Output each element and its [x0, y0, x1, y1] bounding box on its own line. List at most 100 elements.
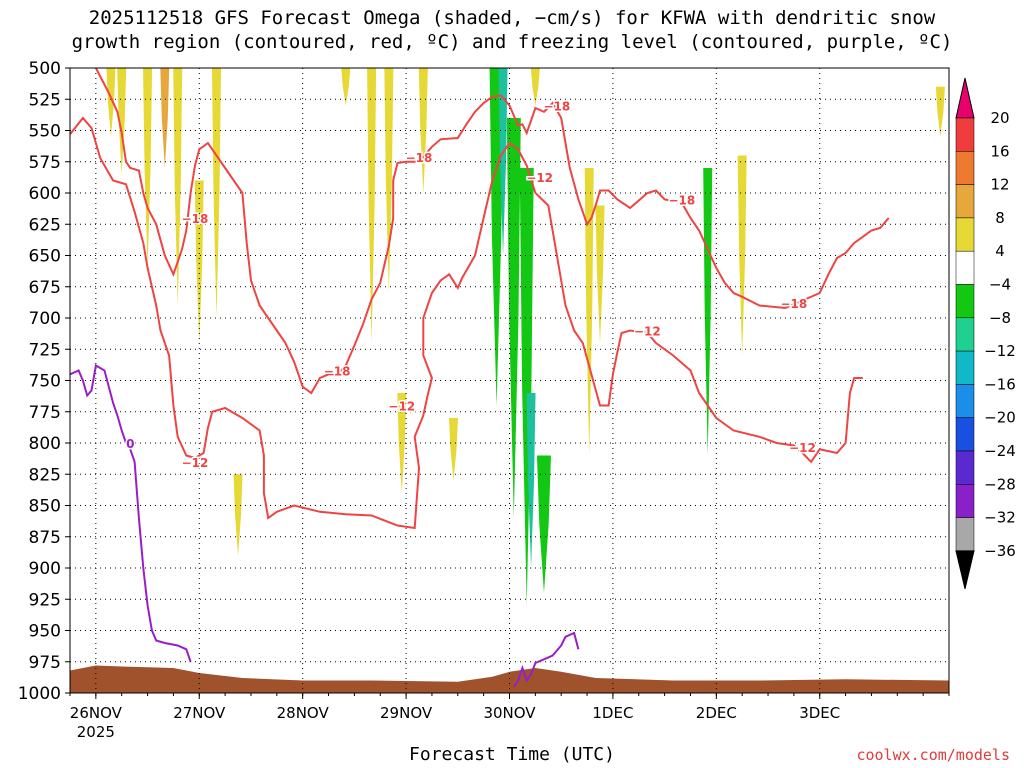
- contour-label-12: 0: [126, 437, 134, 451]
- x-tick-label-26NOV: 26NOV: [70, 704, 123, 722]
- x-axis-title: Forecast Time (UTC): [409, 744, 615, 765]
- colorbar-segment-1: [955, 117, 975, 152]
- omega-region-11: [384, 68, 394, 293]
- omega-region-25: [737, 155, 747, 356]
- x-tick-label-27NOV: 27NOV: [173, 704, 226, 722]
- omega-region-21: [530, 68, 540, 106]
- site-credit[interactable]: coolwx.com/models: [856, 746, 1010, 764]
- colorbar-label-13: −32: [984, 509, 1016, 527]
- omega-region-5: [173, 68, 183, 306]
- y-tick-label-975: 975: [29, 653, 61, 673]
- y-tick-label-500: 500: [29, 59, 61, 79]
- y-tick-label-825: 825: [29, 465, 61, 485]
- contour-label-1: −18: [182, 212, 209, 226]
- colorbar-segment-12: [955, 484, 975, 518]
- colorbar-arrow-top: [955, 77, 975, 119]
- omega-region-1: [106, 68, 116, 137]
- y-tick-label-550: 550: [29, 122, 61, 142]
- y-tick-label-850: 850: [29, 497, 61, 517]
- omega-region-19: [526, 393, 536, 568]
- colorbar-segment-7: [955, 317, 975, 352]
- contour-label-6: −18: [780, 297, 807, 311]
- x-tick-label-2DEC: 2DEC: [696, 704, 737, 722]
- omega-region-23: [595, 205, 605, 343]
- contour-freezing-level-west: [70, 363, 192, 663]
- colorbar-segment-3: [955, 184, 975, 219]
- omega-region-3: [143, 68, 153, 268]
- colorbar-label-4: 8: [995, 209, 1005, 227]
- omega-region-22: [584, 168, 594, 456]
- colorbar-segment-10: [955, 417, 975, 452]
- y-tick-label-625: 625: [29, 215, 61, 235]
- x-tick-label-29NOV: 29NOV: [380, 704, 433, 722]
- colorbar-segment-2: [955, 151, 975, 185]
- chart-title: 2025112518 GFS Forecast Omega (shaded, −…: [0, 6, 1024, 54]
- y-tick-label-650: 650: [29, 247, 61, 267]
- x-tick-label-28NOV: 28NOV: [277, 704, 330, 722]
- y-tick-label-775: 775: [29, 403, 61, 423]
- colorbar-segment-5: [955, 250, 975, 285]
- contour-label-8: −12: [388, 400, 415, 414]
- y-tick-label-900: 900: [29, 559, 61, 579]
- terrain-surface: [70, 665, 949, 693]
- colorbar-arrow-bottom: [955, 550, 975, 590]
- omega-region-2: [117, 68, 127, 175]
- colorbar-label-12: −28: [984, 475, 1016, 493]
- contour-label-2: −18: [324, 365, 351, 379]
- colorbar-label-14: −36: [984, 542, 1016, 560]
- contour-label-9: −12: [526, 171, 553, 185]
- colorbar-segment-11: [955, 450, 975, 485]
- colorbar-label-9: −16: [984, 375, 1016, 393]
- omega-region-8: [233, 474, 243, 556]
- colorbar-label-10: −20: [984, 409, 1016, 427]
- omega-region-24: [703, 168, 713, 456]
- colorbar-label-1: 20: [990, 109, 1009, 127]
- y-tick-label-725: 725: [29, 340, 61, 360]
- colorbar-label-2: 16: [990, 142, 1009, 160]
- y-tick-label-1000: 1000: [18, 684, 61, 704]
- omega-region-18: [519, 168, 534, 606]
- y-tick-label-875: 875: [29, 528, 61, 548]
- omega-region-12: [397, 393, 407, 493]
- y-tick-label-525: 525: [29, 90, 61, 110]
- x-tick-sublabel-year: 2025: [77, 723, 115, 741]
- colorbar-segment-6: [955, 284, 975, 319]
- omega-region-6: [194, 180, 204, 343]
- y-tick-label-675: 675: [29, 278, 61, 298]
- omega-region-20: [536, 455, 551, 593]
- y-tick-label-950: 950: [29, 622, 61, 642]
- colorbar-label-3: 12: [990, 176, 1009, 194]
- colorbar-segment-4: [955, 217, 975, 252]
- y-tick-label-750: 750: [29, 372, 61, 392]
- contour-freezing-level-center: [512, 631, 580, 688]
- colorbar-label-5: 4: [995, 242, 1005, 260]
- title-line-2: growth region (contoured, red, ºC) and f…: [71, 31, 953, 53]
- x-tick-label-3DEC: 3DEC: [799, 704, 840, 722]
- y-tick-label-700: 700: [29, 309, 61, 329]
- x-tick-label-30NOV: 30NOV: [483, 704, 536, 722]
- y-tick-label-800: 800: [29, 434, 61, 454]
- omega-region-4: [160, 68, 170, 168]
- colorbar-label-6: −4: [989, 276, 1011, 294]
- y-tick-label-600: 600: [29, 184, 61, 204]
- omega-region-9: [341, 68, 351, 106]
- contour-label-10: −12: [634, 325, 661, 339]
- contour-minus12: [70, 116, 863, 530]
- omega-region-7: [212, 68, 221, 318]
- x-tick-label-1DEC: 1DEC: [592, 704, 633, 722]
- contour-minus18: [95, 68, 890, 395]
- colorbar-segment-13: [955, 517, 975, 552]
- contour-label-5: −18: [668, 193, 695, 207]
- contour-label-4: −18: [544, 100, 571, 114]
- colorbar-label-11: −24: [984, 442, 1016, 460]
- title-line-1: 2025112518 GFS Forecast Omega (shaded, −…: [88, 7, 936, 29]
- colorbar-label-7: −8: [989, 309, 1011, 327]
- contour-label-11: −12: [789, 441, 816, 455]
- omega-region-17: [506, 118, 521, 518]
- omega-region-26: [935, 86, 945, 137]
- colorbar-segment-9: [955, 384, 975, 418]
- colorbar-segment-8: [955, 350, 975, 385]
- omega-region-10: [367, 68, 377, 343]
- contour-label-3: −18: [406, 151, 433, 165]
